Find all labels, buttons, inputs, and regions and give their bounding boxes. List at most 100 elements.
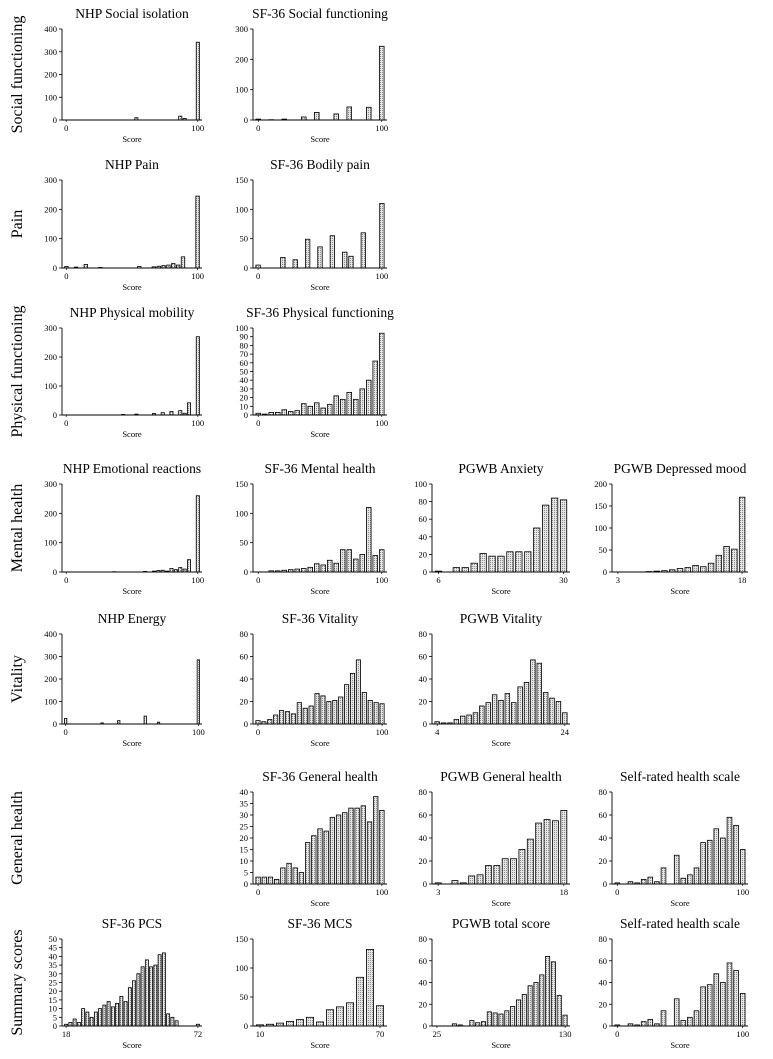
histogram-bar — [468, 875, 476, 885]
chart-title: PGWB Depressed mood — [614, 461, 747, 476]
histogram-bar — [98, 1008, 103, 1027]
histogram-bar — [692, 565, 699, 573]
histogram-bar — [476, 874, 484, 885]
y-tick-label: 60 — [599, 810, 608, 820]
histogram-bar — [304, 842, 311, 885]
y-tick-label: 60 — [240, 358, 249, 368]
histogram-bar — [345, 1002, 354, 1027]
histogram-bar — [739, 992, 746, 1027]
x-tick-label: 100 — [191, 418, 204, 428]
y-tick-label: 20 — [240, 833, 249, 843]
y-tick-label: 200 — [44, 204, 57, 214]
histogram-bar — [733, 970, 739, 1027]
histogram-bar — [521, 994, 527, 1027]
x-axis-label: Score — [122, 1040, 142, 1050]
histogram-bar — [267, 719, 273, 725]
histogram-bar — [647, 876, 654, 885]
histogram-bar — [360, 232, 366, 269]
histogram-bar — [342, 812, 348, 885]
histogram-bar — [379, 203, 385, 269]
y-tick-label: 40 — [240, 787, 249, 797]
histogram-bar — [338, 696, 344, 725]
histogram-bar — [161, 952, 166, 1027]
y-tick-label: 100 — [235, 204, 248, 214]
histogram-bar — [85, 1011, 90, 1027]
histogram-bar — [550, 497, 559, 573]
y-tick-label: 200 — [235, 54, 248, 64]
histogram-bar — [723, 546, 730, 573]
chart-title: NHP Pain — [105, 157, 159, 172]
x-tick-label: 18 — [62, 1029, 71, 1039]
histogram-bar — [673, 854, 680, 885]
x-axis-label: Score — [122, 738, 142, 748]
y-tick-label: 0 — [423, 567, 427, 577]
histogram-bar — [187, 559, 192, 573]
y-tick-label: 25 — [240, 822, 249, 832]
y-tick-label: 100 — [44, 697, 57, 707]
histogram-bar — [707, 562, 715, 573]
histogram-bar — [451, 880, 459, 885]
y-tick-label: 0 — [244, 879, 248, 889]
x-tick-label: 100 — [736, 1029, 749, 1039]
x-tick-label: 100 — [736, 887, 749, 897]
x-tick-label: 0 — [256, 123, 260, 133]
histogram-bar — [526, 838, 534, 885]
histogram-bar — [169, 411, 174, 416]
y-tick-label: 50 — [599, 545, 608, 555]
x-tick-label: 100 — [376, 887, 389, 897]
histogram-bar — [680, 877, 687, 885]
y-tick-label: 0 — [53, 567, 57, 577]
histogram-panel: SF-36 Bodily pain 0 50 100 150 0 100 Score — [235, 157, 388, 292]
histogram-bar — [515, 551, 523, 573]
histogram-bar — [314, 693, 320, 725]
x-tick-label: 0 — [256, 727, 260, 737]
histogram-bar — [140, 966, 145, 1027]
histogram-bar — [261, 876, 267, 885]
histogram-bar — [461, 567, 469, 573]
chart-title: PGWB Vitality — [460, 611, 543, 626]
histogram-bar — [132, 980, 137, 1027]
chart-title: SF-36 Bodily pain — [270, 157, 370, 172]
histogram-bar — [360, 805, 366, 885]
x-tick-label: 72 — [194, 1029, 203, 1039]
y-tick-label: 20 — [599, 999, 608, 1009]
histogram-bar — [301, 568, 307, 573]
histogram-bar — [510, 858, 517, 885]
x-tick-label: 30 — [559, 575, 568, 585]
chart-title: NHP Physical mobility — [70, 305, 195, 320]
histogram-bar — [542, 692, 549, 725]
histogram-bar — [739, 849, 746, 885]
histogram-bar — [255, 720, 261, 725]
histogram-bar — [320, 407, 326, 416]
y-tick-label: 20 — [419, 549, 428, 559]
y-tick-label: 40 — [419, 532, 428, 542]
histogram-bar — [178, 410, 183, 416]
histogram-bar — [731, 548, 738, 573]
chart-title: Self-rated health scale — [620, 769, 740, 784]
histogram-bar — [110, 1006, 115, 1027]
y-tick-label: 40 — [49, 951, 58, 961]
histogram-panel: PGWB General health 0 20 40 60 80 3 18 Score — [419, 769, 570, 908]
histogram-bar — [510, 1006, 516, 1027]
histogram-bar — [178, 115, 183, 121]
histogram-panel: Self-rated health scale 0 20 40 60 80 0 100 Scor… — [599, 916, 750, 1050]
histogram-bar — [329, 816, 336, 885]
histogram-bar — [479, 705, 485, 725]
x-tick-label: 100 — [375, 575, 388, 585]
histogram-bar — [359, 388, 365, 416]
histogram-bar — [713, 973, 720, 1027]
histogram-bar — [366, 106, 372, 121]
chart-title: NHP Energy — [98, 611, 167, 626]
y-tick-label: 0 — [603, 879, 607, 889]
histogram-bar — [178, 567, 183, 573]
histogram-bar — [144, 959, 149, 1027]
histogram-panel: SF-36 Mental health 0 50 100 150 0 100 Score — [235, 461, 388, 596]
y-tick-label: 50 — [240, 992, 249, 1002]
histogram-bar — [543, 819, 551, 885]
histogram-bar — [304, 238, 311, 269]
histogram-bar — [166, 1013, 171, 1027]
y-tick-label: 300 — [44, 47, 57, 57]
x-axis-label: Score — [491, 586, 511, 596]
histogram-bar — [517, 686, 523, 725]
